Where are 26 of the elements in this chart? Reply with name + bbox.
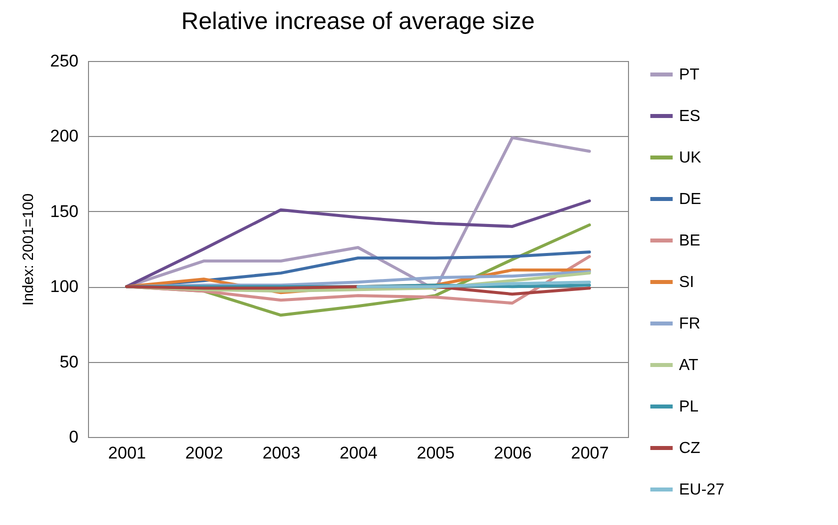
legend-label: PL — [679, 398, 699, 416]
y-tick-label: 50 — [60, 352, 78, 372]
y-tick-label: 200 — [50, 126, 78, 146]
y-tick-label: 100 — [50, 277, 78, 296]
x-tick-label: 2007 — [571, 444, 609, 462]
x-tick-label: 2001 — [108, 444, 146, 462]
legend-label: ES — [679, 108, 700, 125]
legend-label: SI — [679, 274, 694, 291]
x-tick-label: 2005 — [416, 444, 455, 462]
legend-label: AT — [679, 357, 698, 374]
legend-label: FR — [679, 316, 700, 332]
legend-label: PT — [679, 66, 700, 84]
x-tick-label: 2006 — [494, 444, 532, 462]
legend-label: EU-27 — [679, 482, 724, 498]
legend-label: UK — [679, 150, 702, 166]
y-tick-label: 0 — [69, 428, 78, 446]
x-tick-label: 2004 — [340, 444, 378, 462]
legend-label: BE — [679, 232, 700, 250]
legend-label: DE — [679, 191, 702, 208]
x-tick-label: 2002 — [185, 444, 224, 462]
x-tick-label: 2003 — [262, 444, 300, 462]
chart-title: Relative increase of average size — [181, 8, 535, 35]
y-tick-label: 250 — [50, 52, 78, 70]
y-tick-label: 150 — [50, 202, 78, 221]
legend-label: CZ — [679, 440, 701, 457]
y-axis-title: Index: 2001=100 — [20, 193, 38, 306]
